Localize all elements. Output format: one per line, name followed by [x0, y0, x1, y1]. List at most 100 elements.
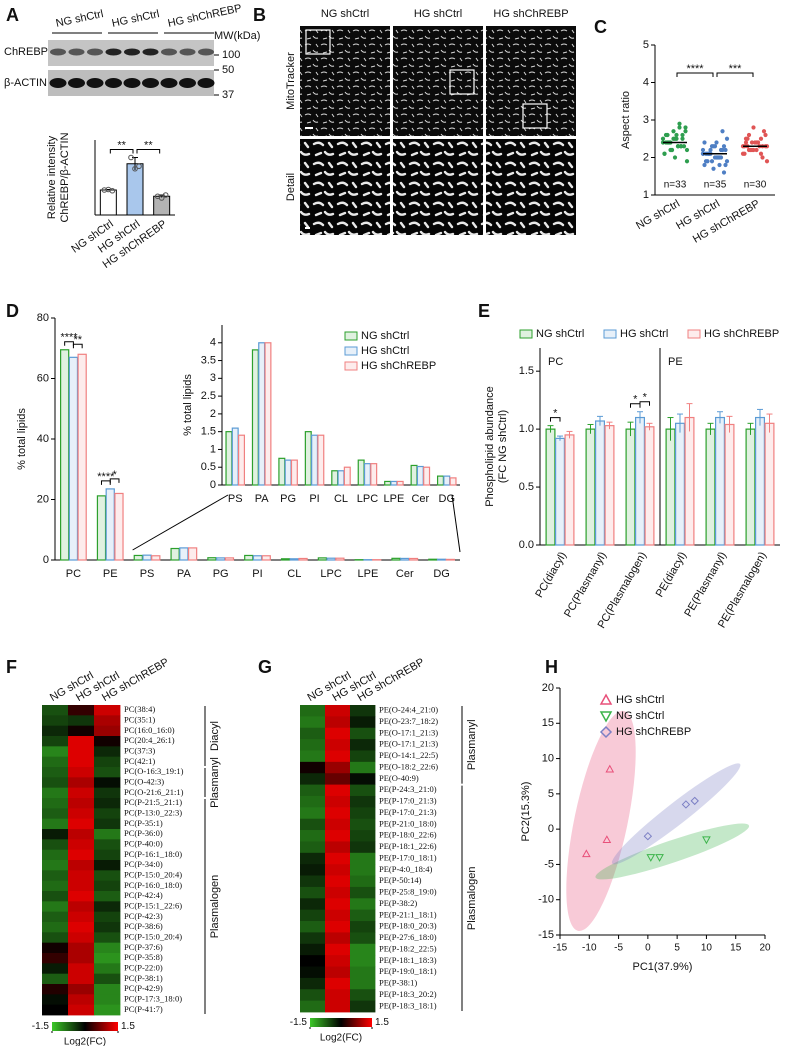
heatmap-cell	[350, 739, 376, 751]
significance-label: *	[643, 392, 648, 404]
blot-band	[142, 48, 159, 56]
data-point	[662, 151, 667, 156]
heatmap-cell	[300, 989, 326, 1002]
heatmap-cell	[94, 984, 121, 995]
blot-band	[124, 48, 140, 56]
row-label: PE(P-19:0_18:1)	[379, 966, 437, 976]
row-label: PC(P-38:6)	[124, 921, 163, 931]
x-tick-label: -15	[553, 943, 568, 954]
y-tick-label: 3	[643, 114, 649, 126]
heatmap-cell	[94, 901, 121, 913]
bar	[665, 428, 676, 546]
heatmap-cell	[300, 909, 326, 922]
heatmap-cell	[350, 966, 376, 979]
x-tick-label: PA	[255, 493, 270, 505]
micro-row-label: Detail	[285, 173, 297, 201]
bar	[449, 477, 457, 486]
legend-label: HG shCtrl	[361, 345, 409, 357]
x-tick-label: DG	[433, 568, 450, 580]
significance-label: **	[117, 139, 126, 151]
heatmap-cell	[325, 818, 351, 831]
row-label: PC(38:4)	[124, 704, 155, 714]
bar	[68, 356, 79, 561]
data-point	[680, 132, 685, 138]
data-point	[709, 159, 715, 164]
row-label: PC(P-42:9)	[124, 983, 163, 993]
row-label: PC(P-35:1)	[124, 818, 163, 828]
bar	[77, 353, 87, 561]
x-tick-label: PC(diacyl)	[533, 550, 569, 600]
heatmap-cell	[325, 807, 351, 820]
y-tick-label: 3	[210, 372, 216, 384]
significance-bracket	[64, 341, 74, 346]
y-tick-label: 0.5	[519, 481, 534, 493]
heatmap-cell	[68, 725, 95, 737]
row-label: PE(P-27:6_18:0)	[379, 932, 437, 942]
heatmap-cell	[94, 767, 121, 778]
group-label: Plasmanyl	[466, 719, 478, 770]
bar	[264, 342, 272, 486]
mw-marker: 50	[222, 64, 234, 76]
data-point	[655, 854, 664, 862]
heatmap-cell	[350, 705, 376, 717]
data-point	[643, 831, 653, 841]
data-point	[646, 854, 656, 862]
y-tick-label: 3.5	[201, 354, 216, 366]
heatmap-cell	[94, 798, 121, 809]
colorbar-label: Log2(FC)	[320, 1033, 362, 1044]
heatmap-cell	[350, 830, 376, 842]
data-point	[660, 136, 666, 141]
data-point	[668, 147, 673, 153]
blot-band	[49, 78, 67, 88]
row-label: PE(P-4:0_18:4)	[379, 864, 433, 874]
heatmap-cell	[94, 860, 121, 871]
heatmap-cell	[350, 932, 376, 945]
heatmap-cell	[350, 898, 376, 911]
heatmap-cell	[300, 705, 326, 717]
data-point	[703, 159, 709, 164]
y-axis-label: (FC NG shCtrl)	[497, 410, 509, 483]
data-point	[714, 140, 719, 145]
heatmap-cell	[42, 767, 69, 778]
bar	[258, 342, 266, 486]
x-tick-label: 20	[759, 943, 771, 954]
bar	[357, 459, 365, 486]
y-axis-label: Relative intensity	[46, 135, 58, 219]
heatmap-cell	[94, 839, 121, 851]
bar	[278, 457, 286, 486]
y-tick-label: 10	[542, 752, 554, 764]
bar	[390, 480, 398, 486]
row-label: PC(P-42:4)	[124, 890, 163, 900]
bar	[99, 189, 117, 216]
heatmap-cell	[42, 808, 69, 820]
row-label: PC(P-21:5_21:1)	[124, 797, 182, 807]
data-point	[158, 195, 165, 201]
data-point	[712, 155, 718, 160]
data-point	[761, 129, 767, 134]
x-tick-label: -10	[582, 943, 597, 954]
heatmap-cell	[350, 784, 376, 797]
heatmap-cell	[350, 761, 376, 774]
bar	[443, 475, 451, 486]
bar	[625, 428, 636, 546]
y-axis-label: ChREBP/β-ACTIN	[59, 132, 71, 222]
bar	[280, 558, 291, 561]
colorbar-tick-label: 1.5	[375, 1017, 389, 1028]
blot-band	[142, 78, 159, 88]
heatmap-cell	[325, 727, 351, 740]
bar	[317, 557, 328, 561]
y-tick-label: 60	[37, 372, 49, 384]
legend-swatch	[344, 346, 358, 356]
data-point	[742, 151, 747, 156]
heatmap-cell	[325, 886, 351, 899]
row-label: PE(P-18:0_22:6)	[379, 830, 437, 840]
data-point	[680, 136, 685, 141]
row-label: PE(P-18:1_22:6)	[379, 841, 437, 851]
blot-band	[105, 78, 122, 88]
row-label: PE(O-14:1_22:5)	[379, 750, 438, 760]
heatmap-cell	[300, 886, 326, 899]
heatmap-cell	[300, 852, 326, 865]
heatmap-cell	[325, 977, 351, 990]
heatmap-cell	[68, 798, 95, 809]
data-point	[702, 140, 707, 145]
